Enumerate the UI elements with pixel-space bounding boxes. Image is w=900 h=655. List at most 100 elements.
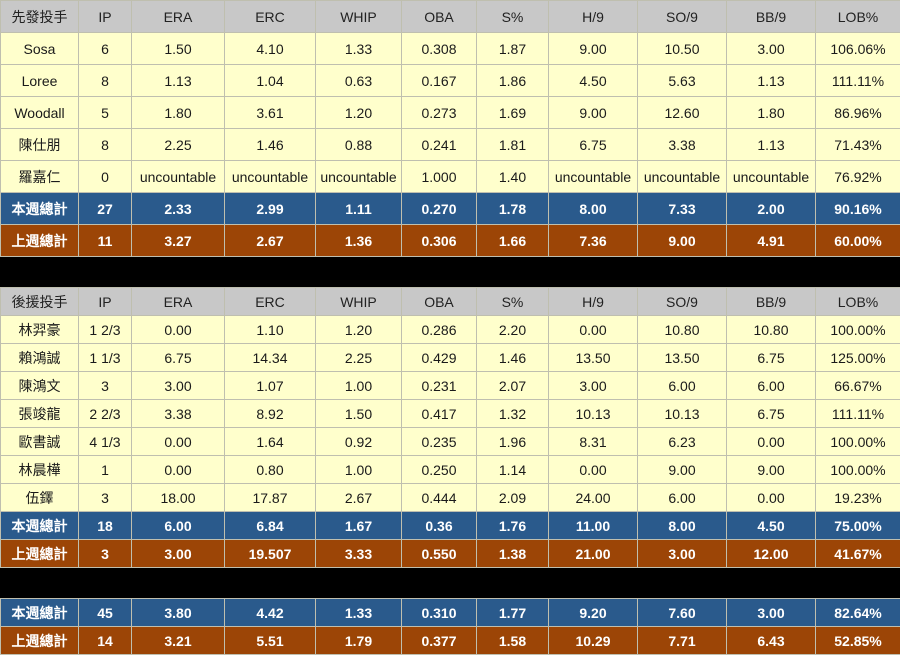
- stat-cell: 1.81: [477, 129, 549, 161]
- stat-cell: 3.38: [638, 129, 727, 161]
- stat-cell: 10.13: [549, 400, 638, 428]
- stat-cell: 0.36: [402, 512, 477, 540]
- stat-cell: 1: [79, 456, 132, 484]
- stat-cell: 0.241: [402, 129, 477, 161]
- stat-cell: 8.92: [225, 400, 316, 428]
- stat-cell: 2.20: [477, 316, 549, 344]
- stat-cell: 9.00: [638, 225, 727, 257]
- stat-cell: 17.87: [225, 484, 316, 512]
- stat-cell: 45: [79, 599, 132, 627]
- column-header-lob: LOB%: [816, 288, 900, 316]
- stat-cell: 4 1/3: [79, 428, 132, 456]
- stat-cell: 9.20: [549, 599, 638, 627]
- stat-cell: 2.33: [132, 193, 225, 225]
- stat-cell: 0.310: [402, 599, 477, 627]
- stat-cell: 0.80: [225, 456, 316, 484]
- stat-cell: 12.60: [638, 97, 727, 129]
- stat-cell: 1.13: [132, 65, 225, 97]
- stat-cell: 1.33: [316, 599, 402, 627]
- stat-cell: 1.64: [225, 428, 316, 456]
- stat-cell: 6: [79, 33, 132, 65]
- stat-cell: 0: [79, 161, 132, 193]
- stat-cell: 2.67: [225, 225, 316, 257]
- stat-cell: 0.00: [132, 456, 225, 484]
- stat-cell: 3.27: [132, 225, 225, 257]
- stat-cell: 6.00: [638, 372, 727, 400]
- stat-cell: 6.00: [727, 372, 816, 400]
- stat-cell: 7.71: [638, 627, 727, 655]
- stat-cell: 0.286: [402, 316, 477, 344]
- stat-cell: 5.63: [638, 65, 727, 97]
- stat-cell: 1.13: [727, 129, 816, 161]
- stat-cell: 4.42: [225, 599, 316, 627]
- stat-cell: 14.34: [225, 344, 316, 372]
- row-label: Loree: [1, 65, 79, 97]
- column-header-so9: SO/9: [638, 1, 727, 33]
- stat-cell: 0.167: [402, 65, 477, 97]
- row-label: 本週總計: [1, 599, 79, 627]
- column-header-bb9: BB/9: [727, 288, 816, 316]
- stat-cell: 0.231: [402, 372, 477, 400]
- row-label: 上週總計: [1, 540, 79, 568]
- column-header-s: S%: [477, 288, 549, 316]
- stat-cell: 21.00: [549, 540, 638, 568]
- column-header-whip: WHIP: [316, 288, 402, 316]
- stat-cell: 3.00: [132, 540, 225, 568]
- stat-cell: 1.20: [316, 97, 402, 129]
- stat-cell: 8.31: [549, 428, 638, 456]
- column-header-ip: IP: [79, 1, 132, 33]
- row-label: 歐書誠: [1, 428, 79, 456]
- stat-cell: 100.00%: [816, 316, 900, 344]
- row-label: 羅嘉仁: [1, 161, 79, 193]
- stat-cell: 6.75: [549, 129, 638, 161]
- stat-cell: 76.92%: [816, 161, 900, 193]
- stat-cell: 60.00%: [816, 225, 900, 257]
- stat-cell: 3.00: [638, 540, 727, 568]
- stat-cell: 14: [79, 627, 132, 655]
- stat-cell: 1.14: [477, 456, 549, 484]
- stat-cell: 1.46: [225, 129, 316, 161]
- stat-cell: 2.00: [727, 193, 816, 225]
- column-header-whip: WHIP: [316, 1, 402, 33]
- stat-cell: 7.60: [638, 599, 727, 627]
- stat-cell: 2 2/3: [79, 400, 132, 428]
- column-header-era: ERA: [132, 288, 225, 316]
- stat-cell: 0.00: [132, 428, 225, 456]
- stat-cell: 3: [79, 540, 132, 568]
- stat-cell: 8.00: [638, 512, 727, 540]
- stat-cell: 10.13: [638, 400, 727, 428]
- stat-cell: 106.06%: [816, 33, 900, 65]
- stat-cell: 3.38: [132, 400, 225, 428]
- stat-cell: 2.67: [316, 484, 402, 512]
- stat-cell: 0.550: [402, 540, 477, 568]
- stat-cell: 18: [79, 512, 132, 540]
- stat-cell: 19.23%: [816, 484, 900, 512]
- stat-cell: 6.75: [727, 344, 816, 372]
- row-label: Woodall: [1, 97, 79, 129]
- stat-cell: 3.00: [132, 372, 225, 400]
- stat-cell: 1.10: [225, 316, 316, 344]
- row-label: 張竣龍: [1, 400, 79, 428]
- stat-cell: 0.92: [316, 428, 402, 456]
- stat-cell: 3.33: [316, 540, 402, 568]
- stat-cell: 1.11: [316, 193, 402, 225]
- stat-cell: 1.50: [132, 33, 225, 65]
- column-header-erc: ERC: [225, 288, 316, 316]
- stat-cell: 1 1/3: [79, 344, 132, 372]
- stat-cell: 3.00: [549, 372, 638, 400]
- stat-cell: 3.61: [225, 97, 316, 129]
- stat-cell: uncountable: [549, 161, 638, 193]
- stat-cell: uncountable: [225, 161, 316, 193]
- stat-cell: 1 2/3: [79, 316, 132, 344]
- stat-cell: 0.88: [316, 129, 402, 161]
- row-label: 上週總計: [1, 627, 79, 655]
- stat-cell: 7.33: [638, 193, 727, 225]
- section-separator: [0, 568, 900, 598]
